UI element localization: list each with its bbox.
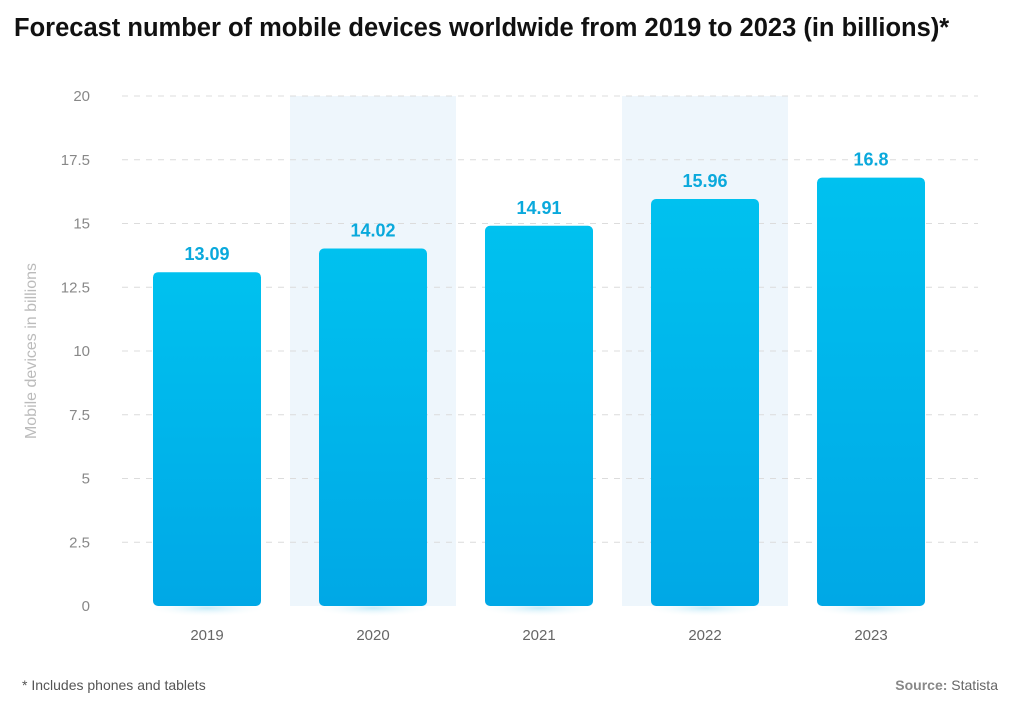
- x-tick-label-2019: 2019: [190, 627, 223, 644]
- y-tick-label: 7.5: [69, 407, 90, 424]
- y-tick-label: 15: [73, 216, 90, 233]
- bars: [153, 177, 925, 607]
- source-label: Source:: [895, 677, 948, 693]
- value-label-2021: 14.91: [516, 198, 561, 218]
- x-tick-label-2021: 2021: [522, 627, 555, 644]
- y-axis-ticks: 0 2.5 5 7.5 10 12.5 15 17.5 20: [61, 88, 90, 615]
- x-tick-label-2022: 2022: [688, 627, 721, 644]
- y-tick-label: 5: [82, 471, 90, 488]
- y-tick-label: 12.5: [61, 279, 90, 296]
- y-tick-label: 2.5: [69, 534, 90, 551]
- y-tick-label: 17.5: [61, 152, 90, 169]
- x-axis-ticks: 2019 2020 2021 2022 2023: [190, 627, 887, 644]
- value-label-2020: 14.02: [350, 220, 395, 240]
- y-tick-label: 0: [82, 598, 90, 615]
- x-tick-label-2023: 2023: [854, 627, 887, 644]
- bar-2019: [153, 272, 261, 606]
- value-labels: 13.09 14.02 14.91 15.96 16.8: [184, 150, 888, 265]
- source-credit: Source: Statista: [895, 677, 998, 693]
- footnote: * Includes phones and tablets: [22, 677, 206, 693]
- y-tick-label: 20: [73, 88, 90, 105]
- y-tick-label: 10: [73, 343, 90, 360]
- y-axis-label: Mobile devices in billions: [23, 263, 40, 439]
- value-label-2022: 15.96: [682, 171, 727, 191]
- chart-title: Forecast number of mobile devices worldw…: [14, 14, 950, 42]
- bar-2021: [485, 225, 593, 607]
- bar-2023: [817, 177, 925, 606]
- x-tick-label-2020: 2020: [356, 627, 389, 644]
- bar-2020: [319, 248, 427, 607]
- bar-2022: [651, 199, 759, 606]
- value-label-2019: 13.09: [184, 244, 229, 264]
- source-value: Statista: [951, 677, 998, 693]
- value-label-2023: 16.8: [853, 150, 888, 170]
